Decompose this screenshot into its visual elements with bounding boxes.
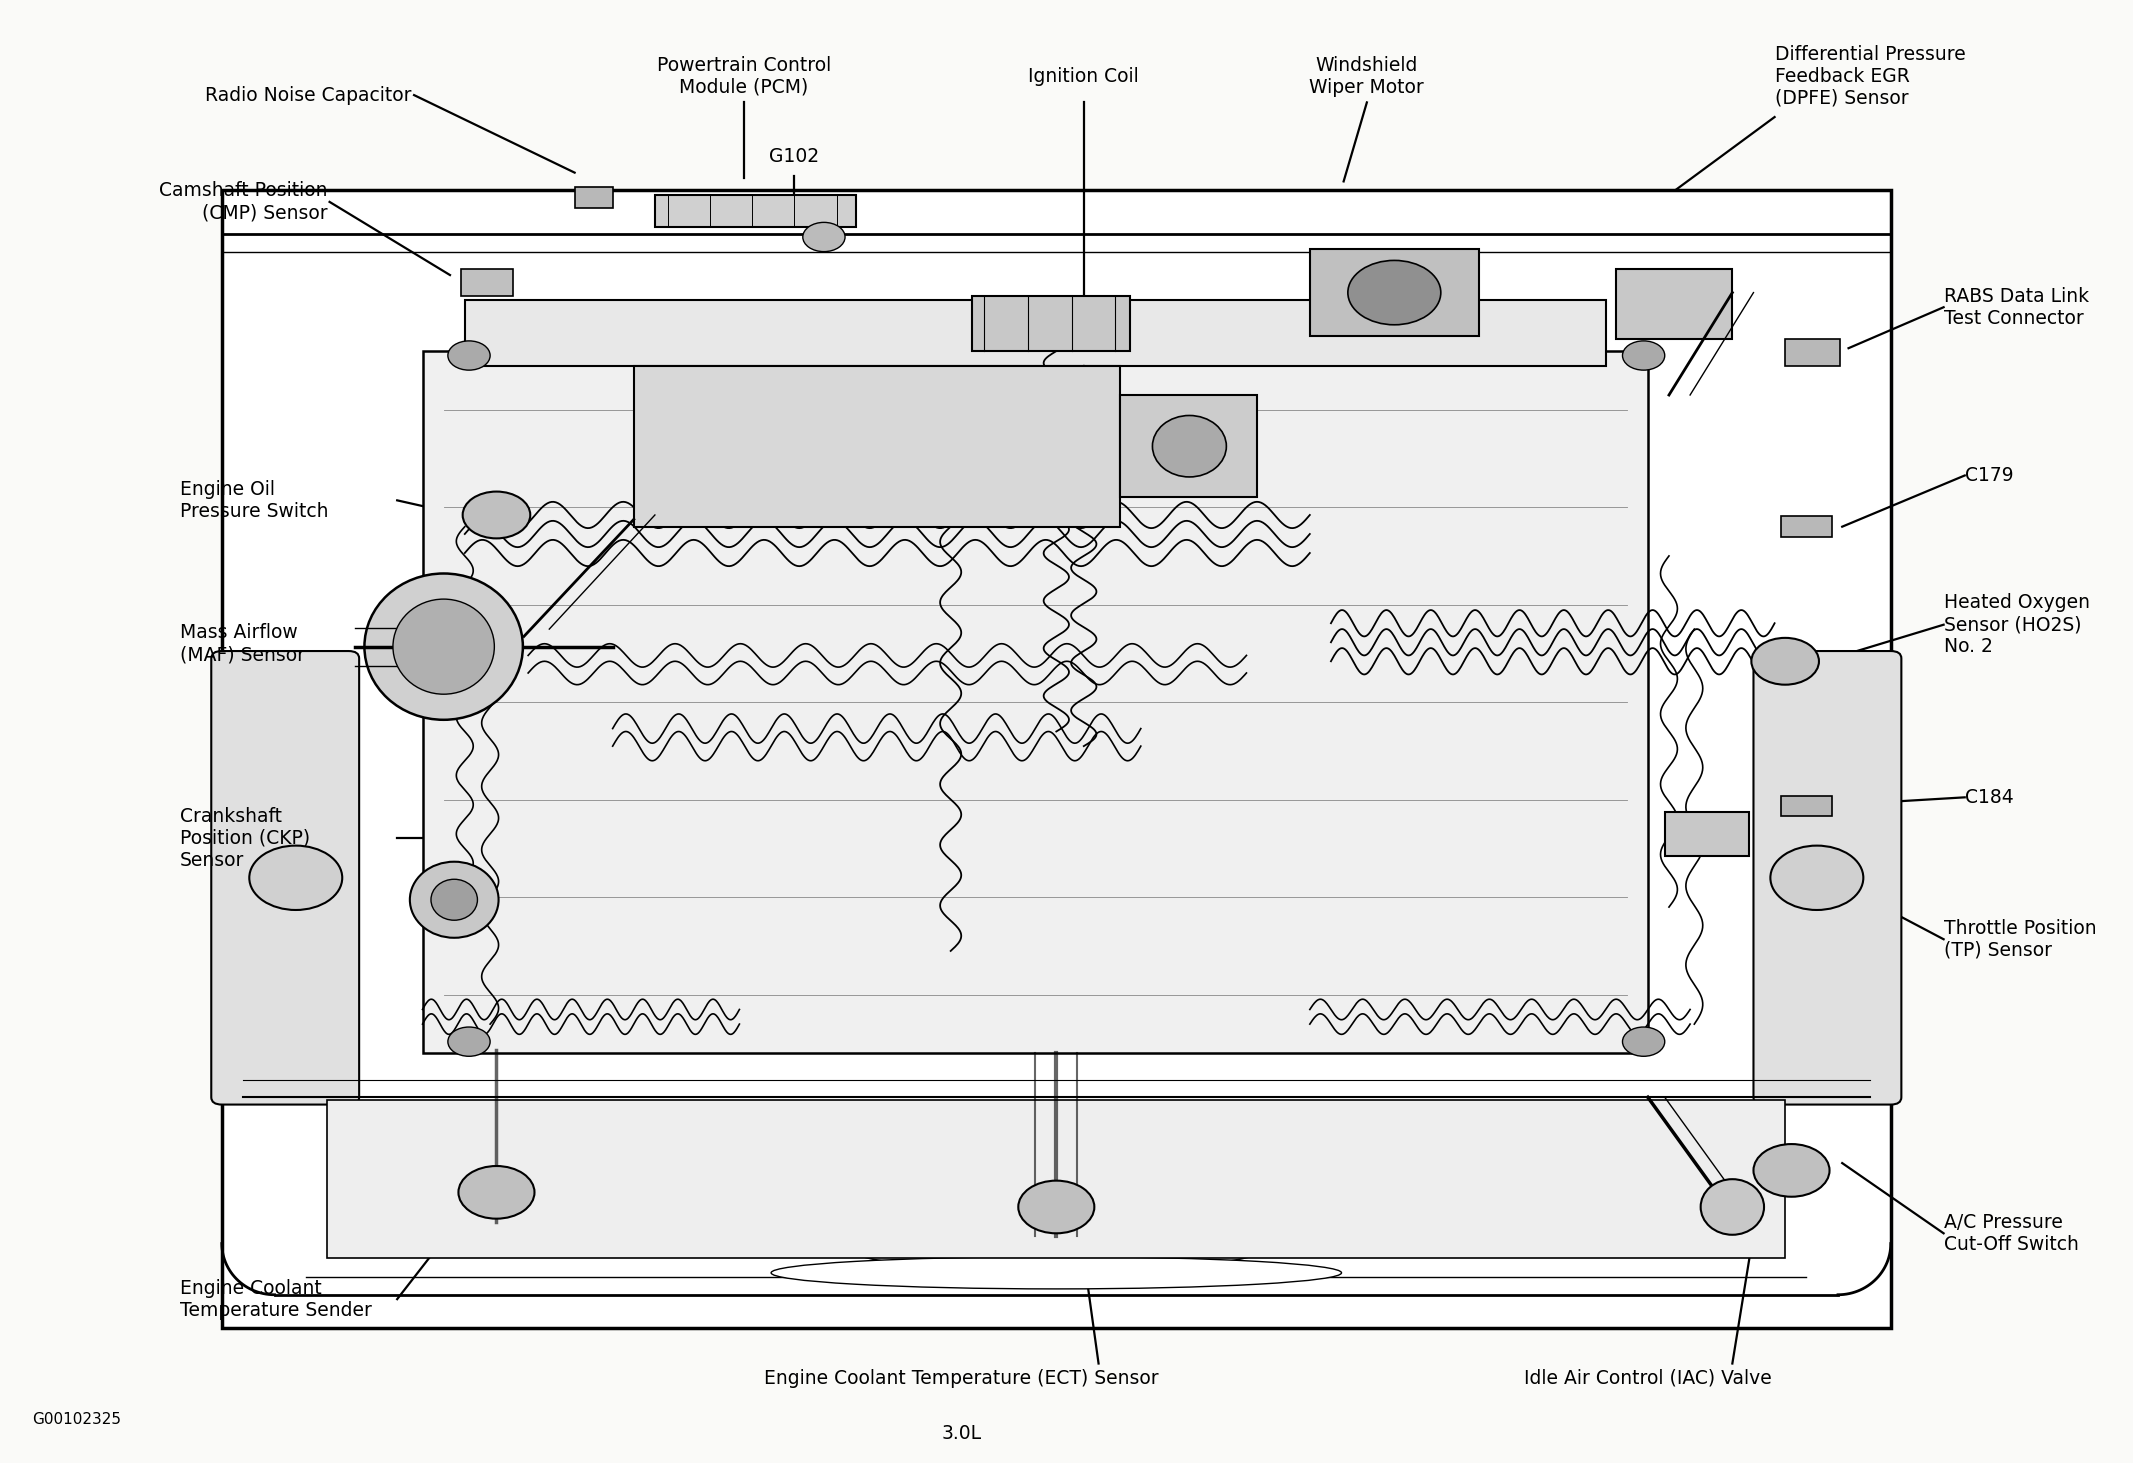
Bar <box>1664 812 1749 856</box>
Bar <box>634 366 1120 527</box>
Text: Crankshaft
Position (CKP)
Sensor: Crankshaft Position (CKP) Sensor <box>179 806 309 870</box>
Ellipse shape <box>772 1257 1342 1289</box>
Ellipse shape <box>845 1220 1267 1273</box>
Bar <box>1781 796 1832 816</box>
Circle shape <box>448 1027 491 1056</box>
Bar <box>655 195 855 227</box>
Bar <box>1785 339 1841 366</box>
Text: 3.0L: 3.0L <box>941 1425 981 1443</box>
Text: Throttle Position
(TP) Sensor: Throttle Position (TP) Sensor <box>1943 919 2097 960</box>
Text: Idle Air Control (IAC) Valve: Idle Air Control (IAC) Valve <box>1523 1369 1773 1387</box>
Text: Powertrain Control
Module (PCM): Powertrain Control Module (PCM) <box>657 56 830 97</box>
Bar <box>1310 249 1478 336</box>
Bar <box>973 296 1130 351</box>
Bar <box>328 1100 1785 1258</box>
Bar <box>574 187 612 208</box>
Ellipse shape <box>392 600 495 695</box>
Ellipse shape <box>1152 415 1226 477</box>
Ellipse shape <box>410 862 499 938</box>
Circle shape <box>802 222 845 252</box>
Text: A/C Pressure
Cut-Off Switch: A/C Pressure Cut-Off Switch <box>1943 1213 2078 1254</box>
Bar <box>465 300 1606 366</box>
FancyBboxPatch shape <box>1753 651 1901 1105</box>
Text: Differential Pressure
Feedback EGR
(DPFE) Sensor: Differential Pressure Feedback EGR (DPFE… <box>1775 44 1964 108</box>
Bar <box>1120 395 1256 497</box>
Text: Radio Noise Capacitor: Radio Noise Capacitor <box>205 86 412 104</box>
Circle shape <box>463 492 531 538</box>
Text: C184: C184 <box>1964 789 2014 806</box>
Bar <box>461 269 514 296</box>
Circle shape <box>1770 846 1864 910</box>
Circle shape <box>1623 341 1664 370</box>
Text: Engine Coolant
Temperature Sender: Engine Coolant Temperature Sender <box>179 1279 371 1320</box>
Bar <box>222 190 1890 1328</box>
Circle shape <box>1751 638 1819 685</box>
Text: C179: C179 <box>1964 467 2014 484</box>
Text: Mass Airflow
(MAF) Sensor: Mass Airflow (MAF) Sensor <box>179 623 305 664</box>
Text: G102: G102 <box>770 148 819 165</box>
Circle shape <box>448 341 491 370</box>
FancyBboxPatch shape <box>211 651 358 1105</box>
Ellipse shape <box>431 879 478 920</box>
Text: Ignition Coil: Ignition Coil <box>1028 67 1139 85</box>
Circle shape <box>1348 260 1440 325</box>
Bar <box>1781 516 1832 537</box>
Text: Heated Oxygen
Sensor (HO2S)
No. 2: Heated Oxygen Sensor (HO2S) No. 2 <box>1943 593 2090 657</box>
Text: Camshaft Position
(CMP) Sensor: Camshaft Position (CMP) Sensor <box>160 181 328 222</box>
Text: RABS Data Link
Test Connector: RABS Data Link Test Connector <box>1943 287 2088 328</box>
Circle shape <box>1753 1144 1830 1197</box>
Ellipse shape <box>1700 1179 1764 1235</box>
Bar <box>1617 269 1732 339</box>
Text: Windshield
Wiper Motor: Windshield Wiper Motor <box>1310 56 1425 97</box>
Circle shape <box>250 846 341 910</box>
Ellipse shape <box>365 573 523 720</box>
Circle shape <box>1017 1181 1094 1233</box>
Text: Engine Oil
Pressure Switch: Engine Oil Pressure Switch <box>179 480 328 521</box>
Circle shape <box>1623 1027 1664 1056</box>
Text: Engine Coolant Temperature (ECT) Sensor: Engine Coolant Temperature (ECT) Sensor <box>764 1369 1158 1387</box>
Circle shape <box>459 1166 535 1219</box>
Text: G00102325: G00102325 <box>32 1412 122 1426</box>
Bar <box>422 351 1649 1053</box>
